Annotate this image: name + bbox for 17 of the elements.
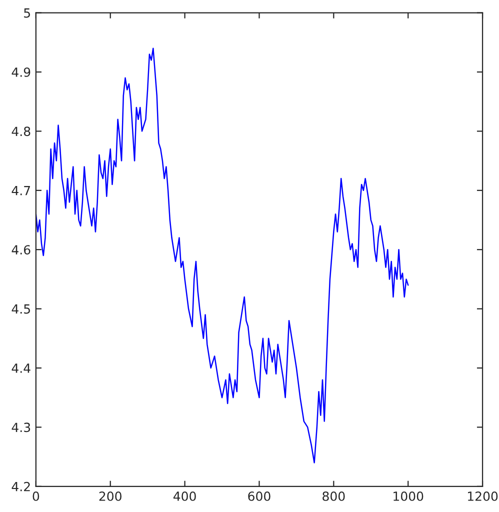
y-tick-label: 4.9 [12,67,30,77]
y-tick-label: 4.4 [12,364,30,373]
y-tick-label: 4.5 [12,304,30,314]
x-tick-label: 200 [99,491,122,501]
y-tick-label: 4.8 [12,126,30,136]
x-tick-label: 600 [248,491,270,501]
line-series [36,48,409,464]
x-tick-label: 800 [322,491,345,501]
y-tick-label: 5 [24,8,30,18]
y-tick-label: 4.6 [12,245,30,255]
y-tick-label: 4.7 [12,186,30,196]
y-tick-label: 4.2 [12,482,30,492]
x-tick-label: 1200 [468,491,498,501]
x-tick-label: 0 [32,491,40,501]
x-tick-label: 400 [173,491,196,501]
y-tick-label: 4.3 [12,422,30,432]
x-tick-label: 1000 [394,491,424,501]
